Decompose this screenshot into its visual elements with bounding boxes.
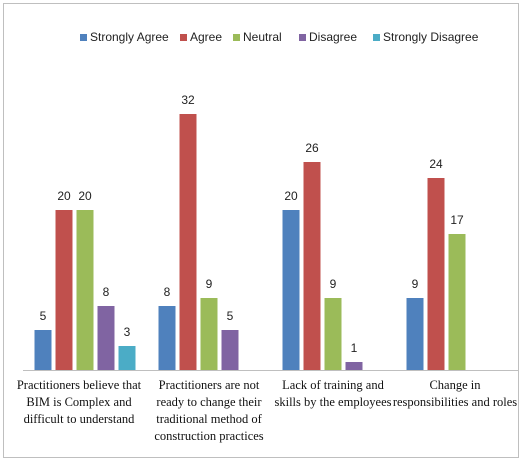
bar-3-1 — [427, 178, 445, 370]
legend-label-2: Neutral — [243, 30, 282, 44]
bar-0-4 — [118, 346, 136, 370]
legend-swatch-1 — [180, 34, 187, 41]
bar-2-2 — [324, 298, 342, 370]
category-label-1-1: ready to change their — [156, 395, 262, 409]
data-label-1-2: 9 — [206, 277, 213, 291]
legend-swatch-2 — [233, 34, 240, 41]
data-label-0-2: 20 — [78, 189, 92, 203]
category-label-1-3: construction practices — [154, 429, 263, 443]
bar-2-3 — [345, 362, 363, 370]
data-label-3-2: 17 — [450, 213, 464, 227]
bar-1-1 — [179, 114, 197, 370]
data-label-2-1: 26 — [305, 141, 319, 155]
bar-1-2 — [200, 298, 218, 370]
data-label-0-1: 20 — [57, 189, 71, 203]
bar-1-0 — [158, 306, 176, 370]
bar-0-1 — [55, 210, 73, 370]
legend-swatch-0 — [80, 34, 87, 41]
bar-2-0 — [282, 210, 300, 370]
category-label-3-1: responsibilities and roles — [393, 395, 517, 409]
category-label-3-0: Change in — [429, 378, 481, 392]
bars — [34, 114, 466, 370]
bar-3-0 — [406, 298, 424, 370]
bar-2-1 — [303, 162, 321, 370]
data-label-1-0: 8 — [164, 285, 171, 299]
legend-label-1: Agree — [190, 30, 222, 44]
data-label-1-3: 5 — [227, 309, 234, 323]
data-label-0-4: 3 — [124, 325, 131, 339]
legend-swatch-3 — [299, 34, 306, 41]
bar-0-3 — [97, 306, 115, 370]
bar-3-2 — [448, 234, 466, 370]
legend-swatch-4 — [373, 34, 380, 41]
data-label-3-1: 24 — [429, 157, 443, 171]
legend-label-0: Strongly Agree — [90, 30, 169, 44]
data-label-2-3: 1 — [351, 341, 358, 355]
legend-label-4: Strongly Disagree — [383, 30, 479, 44]
data-label-2-0: 20 — [284, 189, 298, 203]
legend: Strongly Agree Agree Neutral Disagree Strong… — [80, 30, 479, 44]
data-label-0-0: 5 — [40, 309, 47, 323]
data-label-2-2: 9 — [330, 277, 337, 291]
bar-1-3 — [221, 330, 239, 370]
category-label-0-0: Practitioners believe that — [17, 378, 142, 392]
category-label-0-1: BIM is Complex and — [26, 395, 132, 409]
category-label-2-0: Lack of training and — [282, 378, 384, 392]
category-label-2-1: skills by the employees — [275, 395, 392, 409]
category-label-1-2: traditional method of — [156, 412, 262, 426]
legend-label-3: Disagree — [309, 30, 357, 44]
data-labels: 5 20 20 8 3 8 32 9 5 20 26 9 1 9 24 17 — [40, 93, 464, 355]
data-label-1-1: 32 — [181, 93, 195, 107]
data-label-3-0: 9 — [412, 277, 419, 291]
category-label-1-0: Practitioners are not — [159, 378, 260, 392]
category-labels: Practitioners believe that BIM is Complex… — [17, 378, 517, 443]
data-label-0-3: 8 — [103, 285, 110, 299]
bar-0-2 — [76, 210, 94, 370]
category-label-0-2: difficult to understand — [24, 412, 136, 426]
bar-0-0 — [34, 330, 52, 370]
